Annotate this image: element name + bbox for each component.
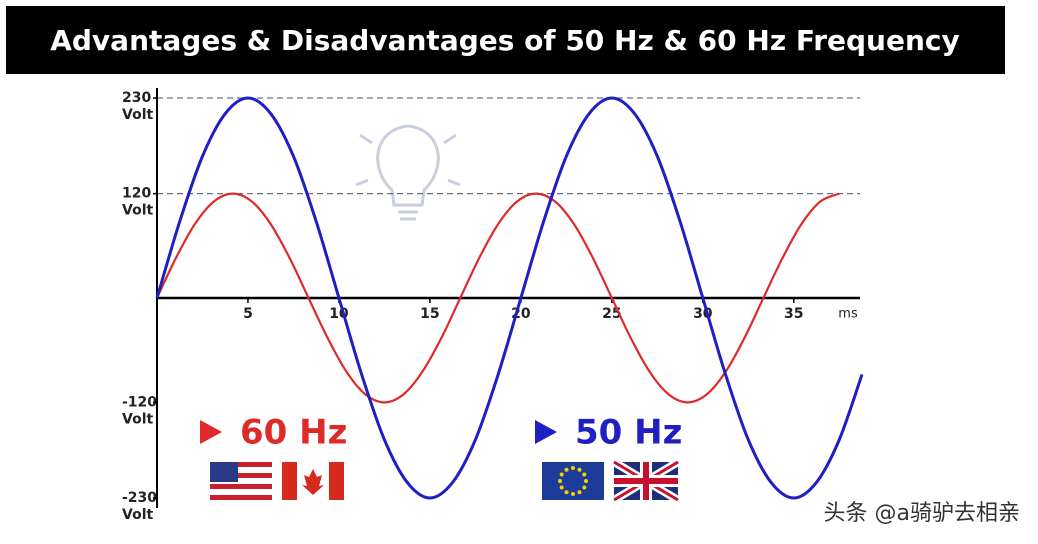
chart-title: Advantages & Disadvantages of 50 Hz & 60… <box>50 24 960 57</box>
legend-label: 60 Hz <box>240 413 347 453</box>
y-tick-label: 120 <box>122 186 151 202</box>
legend-label: 50 Hz <box>575 413 682 453</box>
x-tick-label: 5 <box>243 306 253 322</box>
legend-marker <box>535 420 557 444</box>
x-tick-label: 35 <box>784 306 803 322</box>
y-tick-label: -230 <box>122 490 157 506</box>
y-tick-label: 230 <box>122 90 151 106</box>
y-tick-label: -120 <box>122 394 157 410</box>
legend-marker <box>200 420 222 444</box>
y-unit-label: Volt <box>122 203 153 219</box>
y-unit-label: Volt <box>122 107 153 123</box>
bulb-icon <box>355 124 461 221</box>
flag-usa <box>210 462 272 500</box>
x-tick-label: 15 <box>420 306 439 322</box>
watermark: 头条 @a骑驴去相亲 <box>824 501 1020 526</box>
x-unit-label: ms <box>838 307 858 322</box>
y-unit-label: Volt <box>122 507 153 523</box>
title-banner <box>6 6 1005 74</box>
flag-canada <box>282 462 344 500</box>
series-line <box>155 96 864 500</box>
y-unit-label: Volt <box>122 411 153 427</box>
flag-eu <box>542 462 604 500</box>
flag-uk <box>611 458 681 504</box>
